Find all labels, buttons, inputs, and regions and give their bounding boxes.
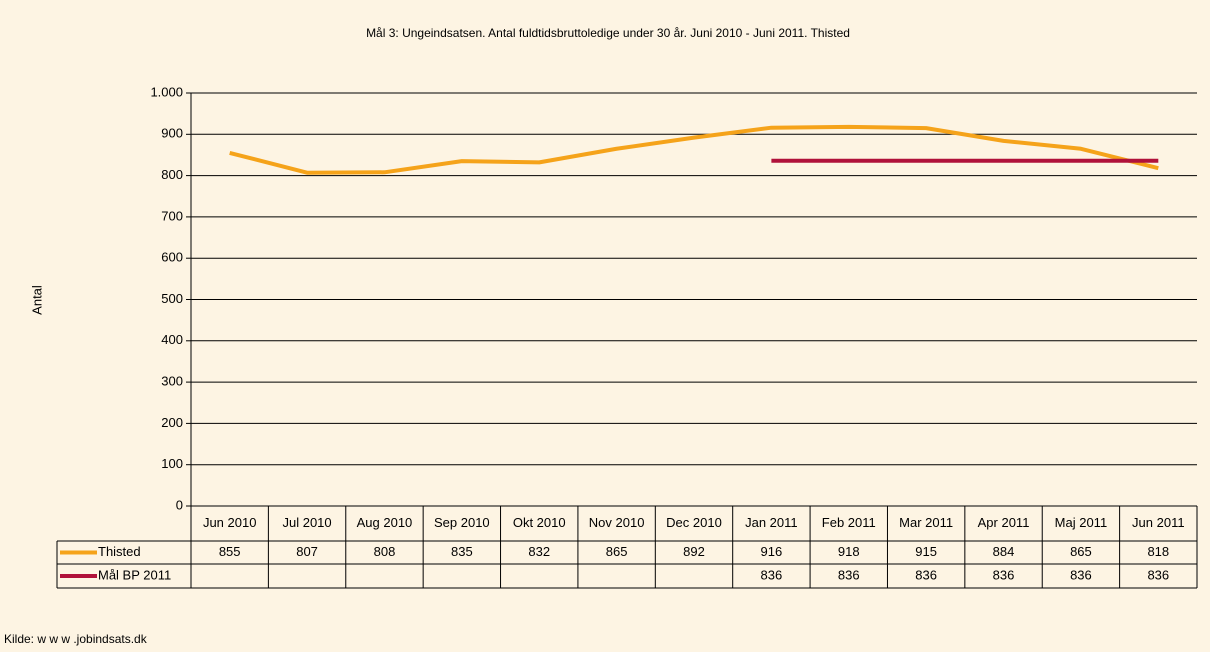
source: Kilde: w w w .jobindsats.dk (4, 632, 148, 646)
x-tick-label: Mar 2011 (899, 515, 953, 530)
data-line (229, 124, 1159, 175)
x-tick-label: Sep 2010 (434, 515, 490, 530)
table-value: 916 (761, 544, 783, 559)
y-tick-label: 400 (161, 332, 183, 347)
legend-label: Mål BP 2011 (98, 567, 171, 582)
x-tick-label: Apr 2011 (978, 515, 1030, 530)
x-tick-label: Nov 2010 (589, 515, 645, 530)
table-value: 836 (993, 567, 1015, 582)
x-tick-label: Jul 2010 (282, 515, 331, 530)
table-value: 836 (1070, 567, 1092, 582)
y-tick-label: 1.000 (150, 84, 183, 99)
table-value: 832 (528, 544, 550, 559)
y-tick-label: 100 (161, 456, 183, 471)
x-tick-label: Jun 2011 (1132, 515, 1185, 530)
table-value: 865 (606, 544, 628, 559)
x-tick-label: Dec 2010 (666, 515, 722, 530)
y-tick-label: 500 (161, 291, 183, 306)
legend-label: Thisted (98, 544, 141, 559)
table-value: 836 (761, 567, 783, 582)
table-value: 918 (838, 544, 860, 559)
table-value: 915 (915, 544, 937, 559)
table-value: 808 (374, 544, 396, 559)
y-tick-label: 700 (161, 208, 183, 223)
x-tick-label: Feb 2011 (822, 515, 876, 530)
table-value: 884 (993, 544, 1015, 559)
x-tick-label: Okt 2010 (513, 515, 566, 530)
y-tick-label: 0 (176, 497, 183, 512)
y-tick-label: 200 (161, 415, 183, 430)
table-value: 892 (683, 544, 705, 559)
table-value: 836 (915, 567, 937, 582)
table-value: 855 (219, 544, 241, 559)
table-value: 818 (1147, 544, 1169, 559)
y-tick-label: 300 (161, 374, 183, 389)
x-tick-label: Maj 2011 (1055, 515, 1108, 530)
y-axis-label: Antal (29, 285, 44, 315)
table-value: 807 (296, 544, 318, 559)
x-tick-label: Aug 2010 (357, 515, 413, 530)
table-value: 835 (451, 544, 473, 559)
table-value: 836 (838, 567, 860, 582)
x-tick-label: Jan 2011 (745, 515, 798, 530)
y-tick-label: 800 (161, 167, 183, 182)
chart-title: Mål 3: Ungeindsatsen. Antal fuldtidsbrut… (366, 26, 850, 40)
table-value: 836 (1147, 567, 1169, 582)
y-tick-label: 900 (161, 126, 183, 141)
table-value: 865 (1070, 544, 1092, 559)
y-tick-label: 600 (161, 250, 183, 265)
x-tick-label: Jun 2010 (203, 515, 257, 530)
